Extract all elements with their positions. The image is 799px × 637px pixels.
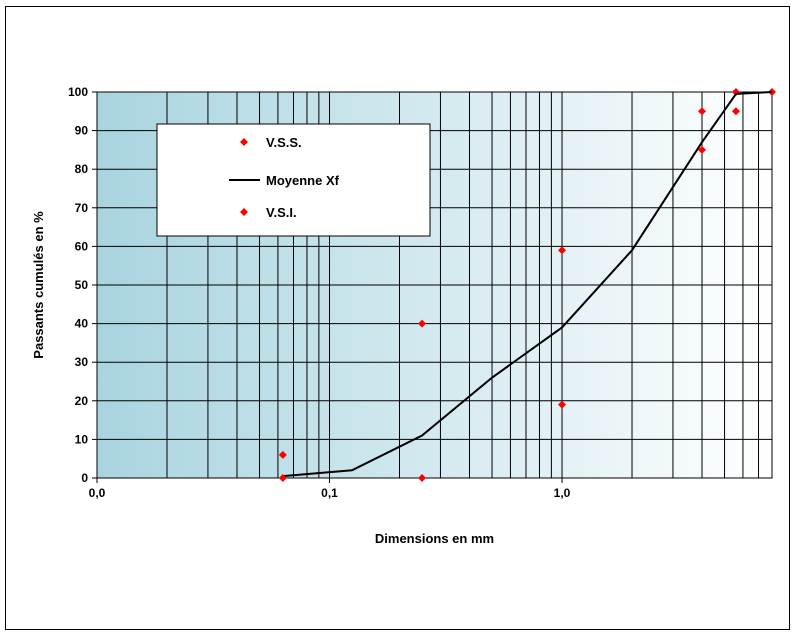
y-tick-label: 60	[75, 239, 89, 253]
y-tick-label: 70	[75, 201, 89, 215]
data-point-vsi	[731, 107, 740, 116]
legend: V.S.S. Moyenne Xf V.S.I.	[156, 123, 431, 237]
legend-label: V.S.S.	[266, 135, 302, 150]
y-tick-label: 80	[75, 162, 89, 176]
data-point-vsi	[418, 474, 427, 482]
y-tick-label: 90	[75, 124, 89, 138]
y-tick-label: 0	[81, 471, 88, 485]
y-tick-label: 10	[75, 432, 89, 446]
tick-labels: 0 10 20 30 40 50 60 70 80 90 100 0,0 0,1 1,0	[68, 85, 571, 500]
y-axis-label: Passants cumulés en %	[31, 211, 46, 359]
data-point-vsi	[698, 145, 707, 154]
y-tick-label: 20	[75, 394, 89, 408]
x-tick-label: 0,1	[321, 486, 338, 500]
series-layer	[278, 88, 776, 482]
x-tick-label: 0,0	[89, 486, 106, 500]
legend-marker-swatch	[240, 208, 248, 216]
series-line-moyenne-xf	[282, 91, 773, 478]
y-tick-label: 50	[75, 278, 89, 292]
x-tick-label: 1,0	[554, 486, 571, 500]
y-tick-label: 40	[75, 317, 89, 331]
data-point-vss	[558, 246, 567, 255]
data-point-vss	[698, 107, 707, 116]
y-tick-label: 30	[75, 355, 89, 369]
legend-label: Moyenne Xf	[266, 173, 340, 188]
data-point-vsi	[558, 400, 567, 409]
data-point-vss	[418, 319, 427, 328]
data-point-vsi	[278, 474, 287, 482]
x-axis-label: Dimensions en mm	[375, 531, 494, 546]
legend-box	[156, 123, 431, 237]
data-point-vss	[278, 450, 287, 459]
legend-label: V.S.I.	[266, 205, 297, 220]
y-tick-label: 100	[68, 85, 88, 99]
legend-marker-swatch	[240, 138, 248, 146]
